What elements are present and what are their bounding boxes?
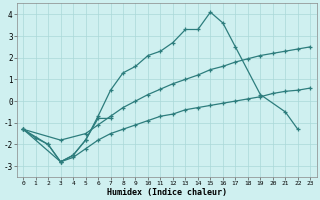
X-axis label: Humidex (Indice chaleur): Humidex (Indice chaleur) xyxy=(107,188,227,197)
